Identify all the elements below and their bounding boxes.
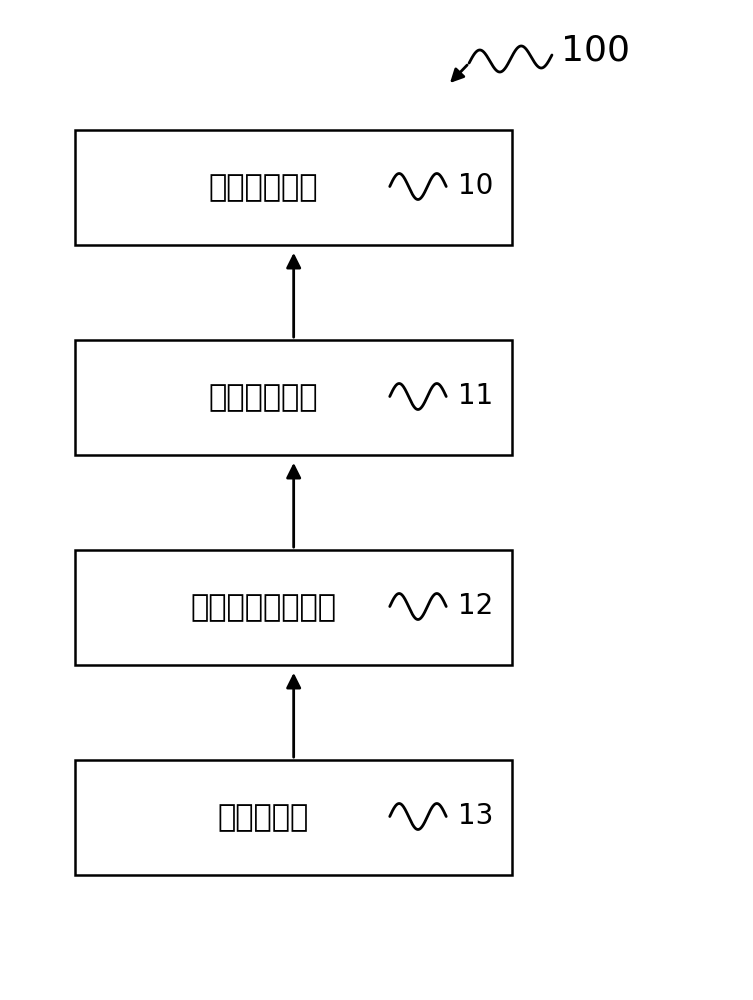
Text: 核心控制器件: 核心控制器件 xyxy=(209,383,318,412)
Bar xyxy=(75,130,512,245)
Text: 11: 11 xyxy=(458,382,492,410)
Bar xyxy=(75,550,512,665)
Text: 10: 10 xyxy=(458,172,493,200)
Bar xyxy=(75,340,512,455)
Bar xyxy=(75,760,512,875)
Text: 13: 13 xyxy=(458,802,493,830)
Text: 100: 100 xyxy=(561,34,630,68)
Text: 受控电路模块: 受控电路模块 xyxy=(209,173,318,202)
Text: 微控制电元: 微控制电元 xyxy=(218,803,309,832)
Text: 12: 12 xyxy=(458,592,492,620)
Text: 状态保持电路模块: 状态保持电路模块 xyxy=(190,593,336,622)
